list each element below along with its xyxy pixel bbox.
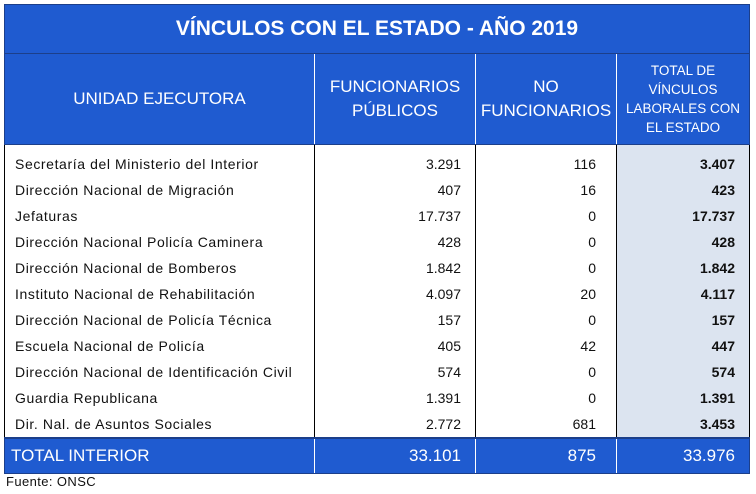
unit-cell: Dirección Nacional de Identificación Civ…: [4, 359, 315, 385]
total-cell: 17.737: [616, 203, 750, 229]
header-total-line1: TOTAL DE: [650, 63, 716, 78]
total-cell: 574: [616, 359, 750, 385]
funcionarios-cell: 574: [314, 359, 476, 385]
funcionarios-cell: 407: [314, 177, 476, 203]
funcionarios-cell: 1.391: [314, 385, 476, 411]
funcionarios-cell: 1.842: [314, 255, 476, 281]
total-cell: 423: [616, 177, 750, 203]
funcionarios-cell: 405: [314, 333, 476, 359]
header-no-funcionarios: NO FUNCIONARIOS: [475, 53, 617, 145]
unit-cell: Dirección Nacional de Bomberos: [4, 255, 315, 281]
no-funcionarios-cell: 0: [475, 359, 617, 385]
header-total: TOTAL DE VÍNCULOS LABORALES CON EL ESTAD…: [616, 53, 750, 145]
no-funcionarios-cell: 0: [475, 385, 617, 411]
total-cell: 428: [616, 229, 750, 255]
header-funcionarios-line1: FUNCIONARIOS: [329, 77, 461, 96]
funcionarios-cell: 428: [314, 229, 476, 255]
total-funcionarios: 33.101: [314, 437, 476, 474]
total-no-funcionarios: 875: [475, 437, 617, 474]
no-funcionarios-cell: 0: [475, 255, 617, 281]
table-row: Dirección Nacional de Bomberos 1.842 0 1…: [4, 255, 750, 281]
unit-cell: Dirección Nacional de Policía Técnica: [4, 307, 315, 333]
table-row: Jefaturas 17.737 0 17.737: [4, 203, 750, 229]
data-table: VÍNCULOS CON EL ESTADO - AÑO 2019 UNIDAD…: [4, 4, 750, 474]
total-cell: 447: [616, 333, 750, 359]
total-cell: 1.842: [616, 255, 750, 281]
no-funcionarios-cell: 42: [475, 333, 617, 359]
no-funcionarios-cell: 0: [475, 307, 617, 333]
table-container: VÍNCULOS CON EL ESTADO - AÑO 2019 UNIDAD…: [4, 4, 750, 474]
funcionarios-cell: 17.737: [314, 203, 476, 229]
header-no-funcionarios-line2: FUNCIONARIOS: [480, 101, 612, 120]
unit-cell: Guardia Republicana: [4, 385, 315, 411]
header-unit: UNIDAD EJECUTORA: [4, 53, 315, 145]
unit-cell: Instituto Nacional de Rehabilitación: [4, 281, 315, 307]
source-note: Fuente: ONSC: [6, 474, 97, 489]
table-row: Instituto Nacional de Rehabilitación 4.0…: [4, 281, 750, 307]
table-title: VÍNCULOS CON EL ESTADO - AÑO 2019: [4, 4, 750, 54]
table-row: Dirección Nacional Policía Caminera 428 …: [4, 229, 750, 255]
funcionarios-cell: 2.772: [314, 411, 476, 438]
unit-cell: Escuela Nacional de Policía: [4, 333, 315, 359]
no-funcionarios-cell: 116: [475, 144, 617, 177]
header-funcionarios: FUNCIONARIOS PÚBLICOS: [314, 53, 476, 145]
funcionarios-cell: 157: [314, 307, 476, 333]
unit-cell: Jefaturas: [4, 203, 315, 229]
unit-cell: Dir. Nal. de Asuntos Sociales: [4, 411, 315, 438]
header-total-line4: EL ESTADO: [645, 120, 721, 135]
header-funcionarios-line2: PÚBLICOS: [352, 101, 438, 120]
header-no-funcionarios-line1: NO: [533, 77, 559, 96]
total-total: 33.976: [616, 437, 750, 474]
funcionarios-cell: 4.097: [314, 281, 476, 307]
table-row: Dirección Nacional de Migración 407 16 4…: [4, 177, 750, 203]
total-cell: 4.117: [616, 281, 750, 307]
total-cell: 157: [616, 307, 750, 333]
no-funcionarios-cell: 0: [475, 229, 617, 255]
unit-cell: Dirección Nacional de Migración: [4, 177, 315, 203]
table-row: Dirección Nacional de Identificación Civ…: [4, 359, 750, 385]
total-cell: 3.453: [616, 411, 750, 438]
table-row: Secretaría del Ministerio del Interior 3…: [4, 144, 750, 177]
total-label: TOTAL INTERIOR: [4, 437, 315, 474]
table-row: Dir. Nal. de Asuntos Sociales 2.772 681 …: [4, 411, 750, 438]
header-total-line2: VÍNCULOS: [648, 82, 718, 97]
no-funcionarios-cell: 0: [475, 203, 617, 229]
no-funcionarios-cell: 681: [475, 411, 617, 438]
header-total-line3: LABORALES CON: [625, 101, 741, 116]
total-row: TOTAL INTERIOR 33.101 875 33.976: [4, 437, 750, 474]
table-row: Escuela Nacional de Policía 405 42 447: [4, 333, 750, 359]
no-funcionarios-cell: 16: [475, 177, 617, 203]
table-row: Guardia Republicana 1.391 0 1.391: [4, 385, 750, 411]
total-cell: 1.391: [616, 385, 750, 411]
unit-cell: Secretaría del Ministerio del Interior: [4, 144, 315, 177]
total-cell: 3.407: [616, 144, 750, 177]
funcionarios-cell: 3.291: [314, 144, 476, 177]
unit-cell: Dirección Nacional Policía Caminera: [4, 229, 315, 255]
no-funcionarios-cell: 20: [475, 281, 617, 307]
table-row: Dirección Nacional de Policía Técnica 15…: [4, 307, 750, 333]
